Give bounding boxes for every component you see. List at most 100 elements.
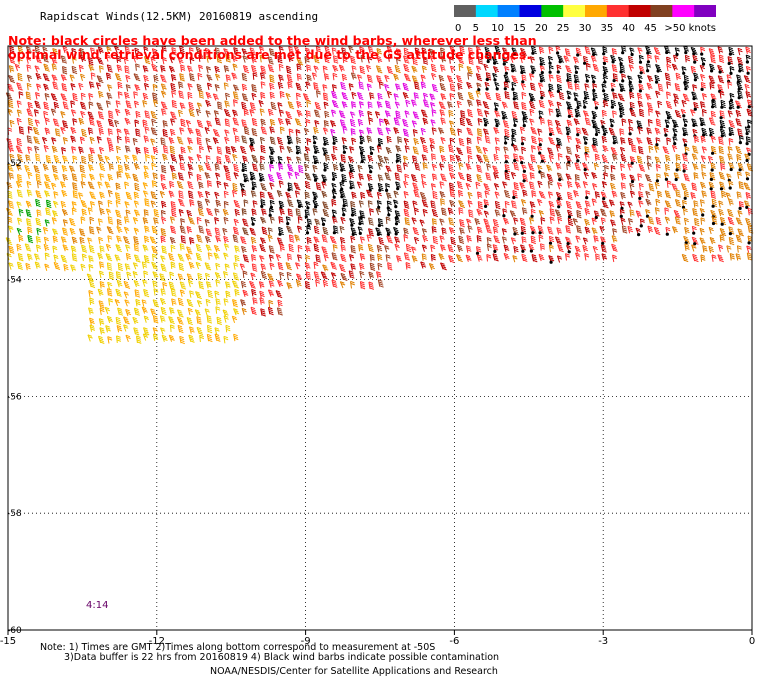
map-title: Rapidscat Winds(12.5KM) 20160819 ascendi… (40, 10, 319, 23)
contamination-dot (745, 60, 750, 64)
wind-barb (646, 63, 651, 73)
wind-barb (366, 173, 373, 182)
wind-barb (627, 163, 633, 171)
wind-barb (322, 127, 329, 135)
wind-barb (234, 245, 240, 253)
wind-barb (72, 92, 78, 102)
wind-barb (513, 245, 519, 254)
wind-barb (268, 299, 274, 308)
wind-barb (34, 45, 41, 55)
contamination-dot (386, 232, 390, 237)
wind-barb (681, 66, 687, 75)
wind-barb (396, 164, 403, 173)
wind-barb (483, 218, 490, 227)
wind-barb (125, 100, 132, 109)
wind-barb (123, 56, 129, 65)
contamination-dot (269, 160, 274, 165)
wind-barb (97, 154, 105, 163)
wind-barb (96, 56, 104, 65)
wind-barb (268, 155, 275, 165)
wind-barb (194, 309, 201, 317)
contamination-dot (610, 124, 614, 128)
wind-barb (188, 334, 195, 343)
wind-barb (350, 72, 357, 80)
wind-barb (629, 182, 635, 191)
footer-credit: NOAA/NESDIS/Center for Satellite Applica… (210, 666, 498, 677)
wind-barb (169, 180, 175, 189)
wind-barb (662, 146, 670, 155)
wind-barb (350, 200, 356, 209)
wind-barb (421, 228, 428, 236)
wind-barb (601, 253, 608, 261)
wind-barb (485, 172, 492, 181)
wind-barb (567, 217, 574, 227)
wind-barb (620, 191, 626, 200)
wind-barb (331, 198, 337, 207)
wind-barb (602, 99, 609, 108)
wind-barb (133, 227, 140, 235)
wind-barb (339, 263, 346, 273)
wind-barb (294, 234, 301, 242)
wind-barb (460, 110, 466, 119)
wind-barb (260, 270, 268, 280)
wind-barb (627, 137, 634, 146)
wind-barb (584, 153, 590, 161)
wind-barb (97, 111, 105, 120)
wind-barb (646, 127, 652, 135)
wind-barb (297, 254, 303, 262)
wind-barb (503, 244, 510, 252)
wind-barb (17, 56, 23, 65)
wind-barb (168, 316, 175, 325)
wind-barb (428, 263, 435, 271)
wind-barb (8, 75, 16, 84)
wind-barb (358, 129, 365, 137)
contamination-dot (558, 60, 562, 64)
wind-barb (261, 226, 268, 235)
wind-barb (539, 65, 545, 75)
wind-barb (78, 192, 84, 200)
wind-barb (366, 127, 373, 135)
contamination-dot (583, 61, 587, 65)
wind-barb (529, 172, 535, 180)
wind-barb (386, 46, 393, 54)
wind-barb (655, 216, 662, 226)
wind-barb (132, 316, 139, 325)
contamination-dot (530, 214, 534, 218)
wind-barb (251, 288, 257, 297)
wind-barb (134, 119, 140, 127)
contamination-dot (628, 132, 632, 136)
wind-barb (36, 180, 42, 189)
wind-barb (439, 218, 445, 226)
contamination-dot (378, 188, 382, 192)
wind-barb (719, 91, 725, 99)
wind-barb (150, 56, 156, 64)
wind-barb (33, 136, 40, 145)
wind-barb (483, 117, 489, 127)
wind-barb (350, 263, 356, 271)
wind-barb (601, 181, 608, 189)
wind-barb (627, 75, 633, 84)
wind-barb (42, 46, 48, 55)
wind-barb (26, 108, 34, 117)
wind-barb (671, 226, 678, 234)
wind-barb (549, 208, 556, 217)
wind-barb (239, 263, 246, 271)
contamination-dot (495, 124, 499, 128)
wind-barb (159, 190, 166, 199)
wind-barb (223, 48, 229, 56)
wind-barb (565, 200, 572, 210)
wind-barb (403, 208, 410, 217)
wind-barb (440, 93, 447, 101)
wind-barb (413, 236, 420, 245)
wind-barb (61, 208, 68, 216)
wind-barb (259, 108, 265, 116)
wind-barb (639, 218, 645, 228)
wind-barb (450, 65, 456, 74)
wind-barb (196, 326, 204, 335)
contamination-dot (692, 52, 696, 56)
wind-barb (529, 56, 535, 64)
wind-barb (278, 46, 284, 54)
wind-barb (482, 101, 490, 110)
wind-barb (99, 207, 105, 216)
wind-barb (699, 117, 706, 127)
